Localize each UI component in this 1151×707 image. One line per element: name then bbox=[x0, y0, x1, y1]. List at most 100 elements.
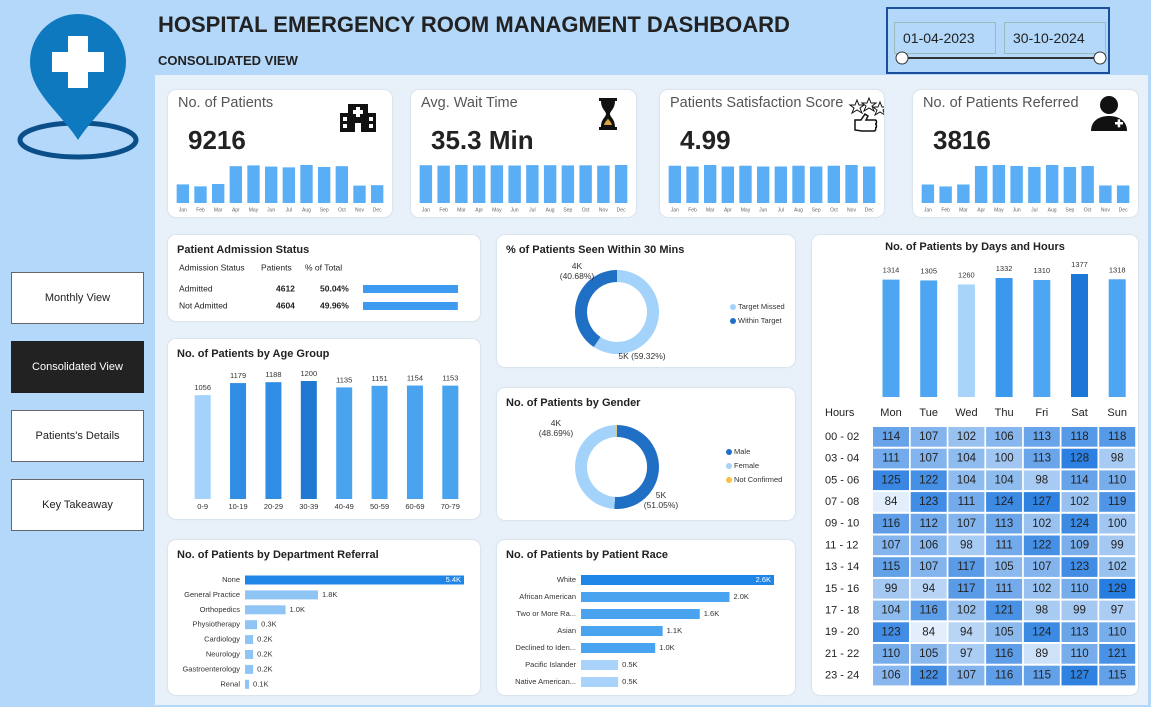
x-tick-label: Oct bbox=[582, 207, 590, 213]
card-title: No. of Patients bbox=[178, 95, 273, 111]
bar bbox=[845, 165, 858, 203]
x-tick-label: Aug bbox=[1048, 207, 1057, 213]
data-label: 0.1K bbox=[253, 679, 268, 688]
x-tick-label: Jun bbox=[1013, 207, 1021, 213]
x-tick-label: Jul bbox=[529, 207, 535, 213]
cell-label: 84 bbox=[922, 626, 935, 638]
row-label: 21 - 22 bbox=[825, 648, 859, 660]
y-tick-label: Cardiology bbox=[204, 635, 240, 644]
y-tick-label: Neurology bbox=[206, 649, 240, 658]
heat-cell bbox=[873, 427, 909, 447]
legend-marker bbox=[730, 304, 736, 310]
donut-slice bbox=[575, 425, 617, 509]
heat-cell bbox=[948, 535, 985, 556]
column-header: Sat bbox=[1071, 407, 1088, 419]
icon-part bbox=[871, 100, 884, 117]
slider-handle[interactable] bbox=[895, 51, 909, 65]
nav-button[interactable]: Key Takeaway bbox=[11, 479, 144, 531]
data-label: 1151 bbox=[371, 374, 387, 383]
bar bbox=[581, 575, 774, 585]
slider-handle[interactable] bbox=[1093, 51, 1107, 65]
icon-part bbox=[1100, 96, 1118, 114]
nav-button[interactable]: Consolidated View bbox=[11, 341, 144, 393]
bar bbox=[230, 383, 247, 499]
x-tick-label: Dec bbox=[373, 207, 382, 213]
bar bbox=[939, 186, 952, 203]
heat-cell bbox=[948, 427, 985, 447]
column-header: Tue bbox=[919, 407, 938, 419]
x-tick-label: Aug bbox=[546, 207, 555, 213]
cell-label: 89 bbox=[1035, 648, 1048, 660]
card: No. of Patients Referred 3816 Jan Feb Mar Apr… bbox=[913, 90, 1138, 217]
x-tick-label: Apr bbox=[475, 207, 483, 213]
x-tick-label: Jul bbox=[286, 207, 292, 213]
bar bbox=[579, 165, 592, 203]
x-tick-label: 20-29 bbox=[264, 502, 283, 511]
column-header: Sun bbox=[1107, 407, 1127, 419]
data-label: 1305 bbox=[920, 266, 937, 275]
cell-label: 124 bbox=[995, 496, 1015, 508]
heat-cell bbox=[1023, 513, 1060, 534]
legend-marker bbox=[726, 449, 732, 455]
icon-part bbox=[854, 112, 878, 132]
heat-cell bbox=[1099, 578, 1136, 599]
bar bbox=[974, 165, 988, 203]
legend-marker bbox=[726, 463, 732, 469]
cell-label: 124 bbox=[1032, 626, 1052, 638]
row-label: 09 - 10 bbox=[825, 518, 859, 530]
card-chart: No. of Patients 9216 Jan Feb Mar Apr May Jun Jul… bbox=[176, 95, 384, 213]
bar bbox=[317, 166, 331, 203]
x-tick-label: Mar bbox=[706, 207, 715, 213]
x-tick-label: 40-49 bbox=[335, 502, 354, 511]
x-tick-label: Jul bbox=[778, 207, 784, 213]
end-date[interactable]: 30-10-2024 bbox=[1004, 22, 1106, 54]
x-tick-label: Jan bbox=[671, 207, 679, 213]
nav-button[interactable]: Monthly View bbox=[11, 272, 144, 324]
card-title: No. of Patients by Gender bbox=[506, 397, 641, 409]
heat-cell bbox=[1099, 535, 1136, 556]
data-label: 0.5K bbox=[622, 660, 637, 669]
bar bbox=[363, 285, 458, 293]
data-label: 1.0K bbox=[290, 605, 305, 614]
bar bbox=[686, 166, 699, 203]
y-tick-label: Native American... bbox=[515, 677, 576, 686]
heat-cell bbox=[1061, 470, 1098, 491]
bar bbox=[300, 381, 317, 499]
column-header: Fri bbox=[1035, 407, 1048, 419]
y-tick-label: Pacific Islander bbox=[525, 660, 576, 669]
nav-button[interactable]: Patients's Details bbox=[11, 410, 144, 462]
cell-label: 118 bbox=[1070, 431, 1088, 443]
heat-cell bbox=[1023, 448, 1060, 469]
bar bbox=[1045, 165, 1059, 203]
data-label: 1260 bbox=[958, 270, 975, 279]
data-label: 5K (51.05%) bbox=[643, 490, 679, 510]
cell-label: 98 bbox=[960, 540, 973, 552]
x-tick-label: Jun bbox=[759, 207, 767, 213]
heat-cell bbox=[910, 644, 947, 664]
heat-cell bbox=[910, 470, 947, 491]
cell-label: 117 bbox=[957, 583, 975, 595]
card: Avg. Wait Time 35.3 Min Jan Feb Mar Apr May Jun… bbox=[411, 90, 636, 217]
bar bbox=[363, 302, 458, 310]
cell-label: 123 bbox=[881, 626, 900, 638]
heat-cell bbox=[1061, 622, 1098, 642]
bar bbox=[1063, 166, 1077, 203]
data-label: 1332 bbox=[996, 264, 1013, 273]
cell-label: 102 bbox=[957, 431, 976, 443]
heat-cell bbox=[1061, 427, 1098, 447]
start-date[interactable]: 01-04-2023 bbox=[894, 22, 996, 54]
cell-label: 113 bbox=[1070, 626, 1088, 638]
heat-cell bbox=[1099, 513, 1136, 534]
bar bbox=[597, 165, 610, 203]
kpi-value: 35.3 Min bbox=[431, 125, 534, 155]
cell-label: 115 bbox=[1033, 670, 1051, 682]
heat-cell bbox=[948, 600, 985, 621]
column-header: % of Total bbox=[305, 262, 342, 272]
cell-label: 122 bbox=[919, 670, 938, 682]
cell-label: 84 bbox=[885, 496, 898, 508]
icon-part bbox=[860, 96, 878, 113]
heat-cell bbox=[948, 557, 985, 577]
x-tick-label: May bbox=[492, 207, 502, 213]
legend-label: Female bbox=[734, 461, 759, 470]
